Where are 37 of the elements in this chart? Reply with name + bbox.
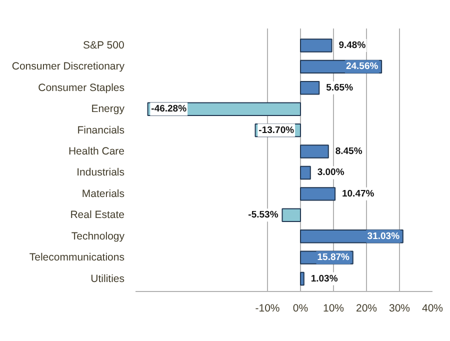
- data-label: 3.00%: [317, 167, 345, 178]
- x-tick-label: 30%: [388, 302, 410, 314]
- x-tick-label: 10%: [322, 302, 344, 314]
- y-tick-label: Telecommunications: [29, 252, 125, 264]
- y-tick-label: Energy: [91, 103, 126, 116]
- data-label: 24.56%: [346, 61, 379, 72]
- bar: [300, 38, 332, 52]
- bar: [300, 166, 311, 180]
- y-tick-label: Real Estate: [70, 209, 125, 222]
- bar: [300, 81, 320, 95]
- y-tick-label: Materials: [82, 188, 125, 200]
- data-label: 5.65%: [326, 82, 354, 94]
- bar: [300, 144, 329, 158]
- data-label: 15.87%: [317, 252, 350, 264]
- y-tick-label: Financials: [77, 124, 125, 136]
- data-label: 31.03%: [367, 230, 400, 242]
- data-label: 8.45%: [335, 146, 363, 158]
- data-label: -46.28%: [151, 104, 188, 115]
- y-tick-label: Utilities: [90, 272, 125, 285]
- bar: [282, 208, 301, 222]
- x-tick-label: 40%: [422, 302, 444, 314]
- data-label: 9.48%: [338, 40, 366, 51]
- y-tick-label: Consumer Staples: [38, 82, 124, 94]
- data-label: 1.03%: [310, 273, 338, 284]
- bar: [300, 187, 336, 201]
- x-tick-label: 0%: [292, 302, 308, 314]
- y-tick-label: Health Care: [68, 146, 125, 158]
- x-tick-label: -10%: [255, 302, 280, 314]
- y-tick-label: Industrials: [76, 166, 125, 179]
- x-tick-label: 20%: [356, 302, 378, 314]
- data-label: -5.53%: [248, 210, 279, 221]
- y-tick-label: S&P 500: [83, 39, 124, 52]
- data-label: 10.47%: [342, 188, 375, 200]
- bar: [300, 272, 304, 286]
- y-tick-label: Technology: [71, 230, 126, 242]
- y-tick-label: Consumer Discretionary: [12, 60, 126, 73]
- data-label: -13.70%: [258, 124, 295, 136]
